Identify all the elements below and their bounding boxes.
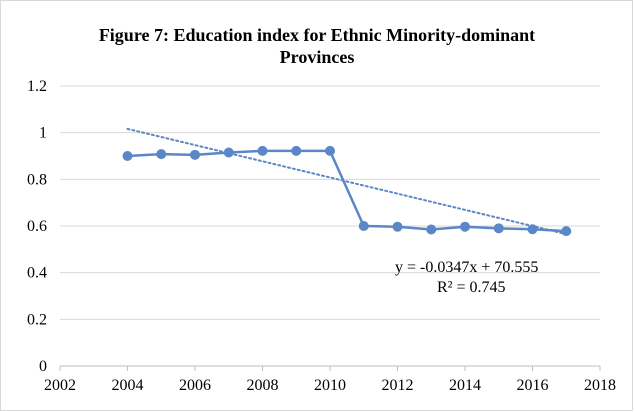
trendline (126, 127, 568, 236)
data-point (325, 145, 335, 156)
data-point (493, 223, 504, 234)
x-tick-label: 2018 (584, 377, 616, 394)
x-tick-label: 2008 (247, 377, 279, 394)
data-point (358, 221, 369, 231)
trendline-equation: y = -0.0347x + 70.555 (395, 259, 538, 276)
data-point (392, 221, 403, 232)
trendline-r-squared: R² = 0.745 (437, 279, 506, 296)
chart-title-line-1: Figure 7: Education index for Ethnic Min… (98, 25, 536, 45)
y-tick-label: 1 (39, 125, 47, 142)
series-line (127, 149, 567, 233)
x-tick-label: 2014 (449, 377, 481, 394)
x-tick-label: 2012 (382, 377, 414, 394)
y-tick-label: 0.2 (27, 311, 47, 328)
y-tick-label: 0 (39, 358, 47, 375)
x-tick-label: 2004 (112, 377, 144, 394)
data-point (156, 149, 167, 160)
x-tick-label: 2006 (179, 377, 211, 394)
data-point (190, 149, 200, 160)
chart-title-line-2: Provinces (279, 47, 355, 67)
x-tick-label: 2010 (314, 377, 346, 394)
gridlines (60, 85, 600, 320)
y-tick-label: 0.4 (27, 265, 47, 282)
data-point (460, 221, 470, 232)
y-tick-label: 0.8 (27, 171, 47, 188)
trendline-equation-layer: y = -0.0347x + 70.555 R² = 0.745 (395, 259, 538, 296)
x-tick-labels: 2002 2004 2006 2008 2010 2012 2014 2016 2018 (44, 377, 616, 394)
data-point (291, 145, 302, 156)
data-point (223, 147, 234, 158)
data-point (426, 224, 437, 235)
y-tick-label: 1.2 (27, 78, 47, 95)
y-tick-labels: 0 0.2 0.4 0.6 0.8 1 1.2 (27, 78, 47, 375)
y-tick-label: 0.6 (27, 218, 47, 235)
trendline-layer (126, 127, 568, 236)
data-point (527, 224, 538, 235)
data-point (257, 145, 268, 156)
data-point (561, 226, 572, 237)
series-layer (122, 145, 572, 237)
x-tick-label: 2002 (44, 377, 76, 394)
chart-title: Figure 7: Education index for Ethnic Min… (0, 24, 634, 68)
x-tick-label: 2016 (517, 377, 549, 394)
axes (59, 365, 601, 371)
data-point (122, 151, 133, 161)
